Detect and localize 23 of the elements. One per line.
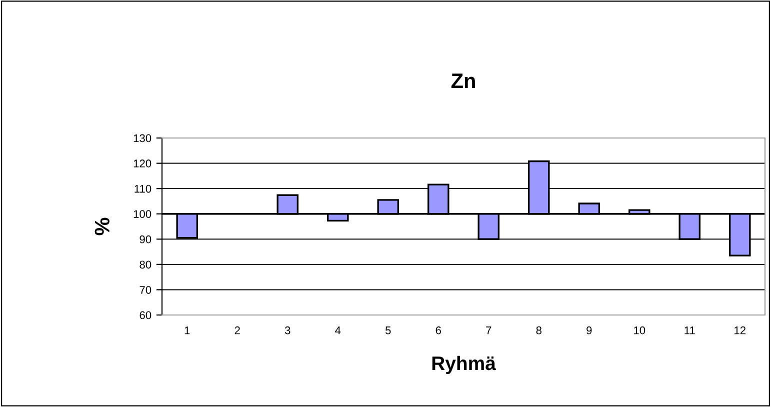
y-tick-label: 70 bbox=[140, 286, 152, 294]
x-tick-label: 12 bbox=[734, 326, 746, 334]
x-tick-label: 7 bbox=[486, 326, 492, 334]
x-tick-label: 6 bbox=[436, 326, 441, 334]
y-tick-label: 120 bbox=[134, 160, 152, 168]
x-tick-label: 11 bbox=[684, 326, 695, 334]
x-tick-label: 9 bbox=[586, 326, 592, 334]
x-tick-label: 4 bbox=[335, 326, 341, 334]
x-tick-label: 1 bbox=[184, 326, 190, 334]
y-tick-label: 60 bbox=[140, 311, 152, 320]
x-tick-label: 3 bbox=[284, 326, 290, 334]
y-tick-label: 130 bbox=[134, 134, 152, 142]
y-tick-label: 100 bbox=[134, 210, 152, 218]
y-tick-label: 80 bbox=[140, 260, 152, 269]
y-tick-label: 90 bbox=[140, 235, 152, 244]
x-tick-label: 10 bbox=[634, 326, 646, 334]
chart-title: Zn bbox=[451, 74, 475, 88]
x-tick-label: 8 bbox=[536, 326, 542, 334]
y-axis-title: % bbox=[94, 218, 110, 236]
y-tick-label: 110 bbox=[134, 184, 152, 193]
x-tick-label: 5 bbox=[385, 326, 391, 334]
x-axis-title: Ryhmä bbox=[432, 356, 496, 374]
x-tick-label: 2 bbox=[234, 326, 240, 334]
